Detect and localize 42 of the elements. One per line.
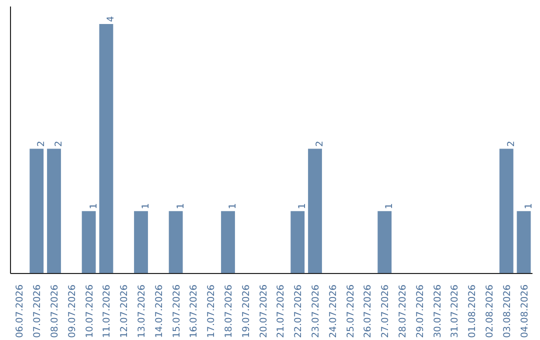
x-tick-label: 30.07.2026 bbox=[432, 284, 444, 338]
data-label: 4 bbox=[106, 16, 117, 22]
x-tick-label: 09.07.2026 bbox=[66, 284, 78, 338]
x-tick-label: 16.07.2026 bbox=[188, 284, 200, 338]
x-tick-label: 07.07.2026 bbox=[32, 284, 44, 338]
x-tick-label: 15.07.2026 bbox=[171, 284, 182, 338]
x-tick-label: 03.08.2026 bbox=[502, 284, 513, 338]
data-label: 1 bbox=[228, 203, 238, 210]
x-tick-label: 04.08.2026 bbox=[519, 284, 530, 338]
x-tick-label: 11.07.2026 bbox=[102, 284, 113, 338]
data-label: 1 bbox=[384, 203, 396, 210]
x-tick-label: 01.08.2026 bbox=[467, 284, 478, 338]
x-tick-label: 14.07.2026 bbox=[154, 284, 165, 338]
x-tick-label: 13.07.2026 bbox=[136, 284, 148, 338]
x-tick-label: 12.07.2026 bbox=[119, 284, 130, 338]
x-tick-label: 25.07.2026 bbox=[345, 284, 356, 338]
x-tick-label: 23.07.2026 bbox=[310, 284, 322, 338]
x-tick-label: 21.07.2026 bbox=[276, 284, 287, 338]
x-tick-label: 24.07.2026 bbox=[328, 284, 339, 338]
x-tick-label: 10.07.2026 bbox=[84, 284, 96, 338]
x-tick-label: 28.07.2026 bbox=[398, 284, 408, 338]
data-label: 2 bbox=[36, 140, 48, 147]
x-tick-label: 08.07.2026 bbox=[50, 284, 60, 338]
x-tick-label: 31.07.2026 bbox=[450, 284, 461, 338]
x-tick-label: 27.07.2026 bbox=[380, 284, 392, 338]
x-tick-label: 18.07.2026 bbox=[224, 284, 234, 338]
x-tick-label: 22.07.2026 bbox=[293, 284, 304, 338]
data-label: 2 bbox=[506, 140, 517, 147]
data-label: 1 bbox=[175, 203, 186, 210]
x-tick-label: 02.08.2026 bbox=[484, 284, 496, 338]
data-label: 1 bbox=[88, 203, 100, 210]
x-tick-label: 26.07.2026 bbox=[362, 284, 374, 338]
x-tick-label: 19.07.2026 bbox=[240, 284, 252, 338]
data-label: 1 bbox=[523, 203, 534, 210]
x-tick-label: 29.07.2026 bbox=[414, 284, 426, 338]
data-label: 2 bbox=[314, 140, 326, 147]
data-label: 1 bbox=[140, 203, 152, 210]
data-label: 2 bbox=[54, 140, 64, 147]
x-tick-label: 06.07.2026 bbox=[14, 284, 26, 338]
x-tick-label: 20.07.2026 bbox=[258, 284, 270, 338]
data-label: 1 bbox=[297, 203, 308, 210]
x-tick-label: 17.07.2026 bbox=[206, 284, 218, 338]
